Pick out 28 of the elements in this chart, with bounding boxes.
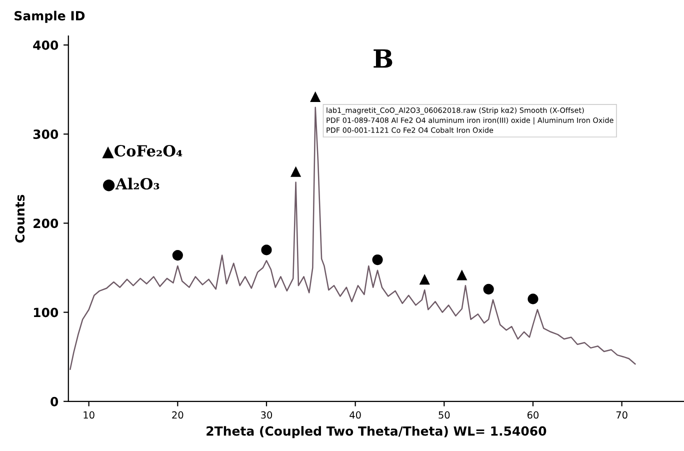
annotation: ● xyxy=(261,244,272,256)
x-tick-label: 50 xyxy=(438,411,450,419)
annotation: B xyxy=(374,49,392,68)
x-tick-label: 40 xyxy=(350,411,361,419)
annotation: ● xyxy=(528,294,538,304)
annotation: ● xyxy=(172,250,183,261)
x-tick-label: 30 xyxy=(261,411,272,419)
annotation: ▲CoFe₂O₄ xyxy=(102,145,182,158)
x-axis-title: 2Theta (Coupled Two Theta/Theta) WL= 1.54060 xyxy=(206,426,546,438)
y-axis-title: Counts xyxy=(15,194,25,243)
chart-title: Sample ID xyxy=(14,10,85,23)
annotation: ▲ xyxy=(419,274,430,285)
annotation: ● xyxy=(372,254,383,266)
x-tick-label: 20 xyxy=(172,411,184,419)
y-tick-label: 0 xyxy=(50,396,58,406)
annotation: ● xyxy=(483,284,494,294)
y-tick-label: 300 xyxy=(33,130,58,140)
annotation: ●Al₂O₃ xyxy=(102,178,160,192)
x-tick-label: 10 xyxy=(84,411,94,419)
y-tick-label: 200 xyxy=(34,218,58,228)
y-tick-label: 400 xyxy=(33,40,58,50)
annotation: ▲ xyxy=(310,91,321,102)
line-series xyxy=(70,106,636,370)
x-tick-label: 60 xyxy=(527,411,539,419)
x-tick-label: 70 xyxy=(616,411,628,419)
y-tick-label: 100 xyxy=(34,308,58,318)
annotation: ▲ xyxy=(456,270,468,280)
annotation: ▲ xyxy=(290,166,302,177)
